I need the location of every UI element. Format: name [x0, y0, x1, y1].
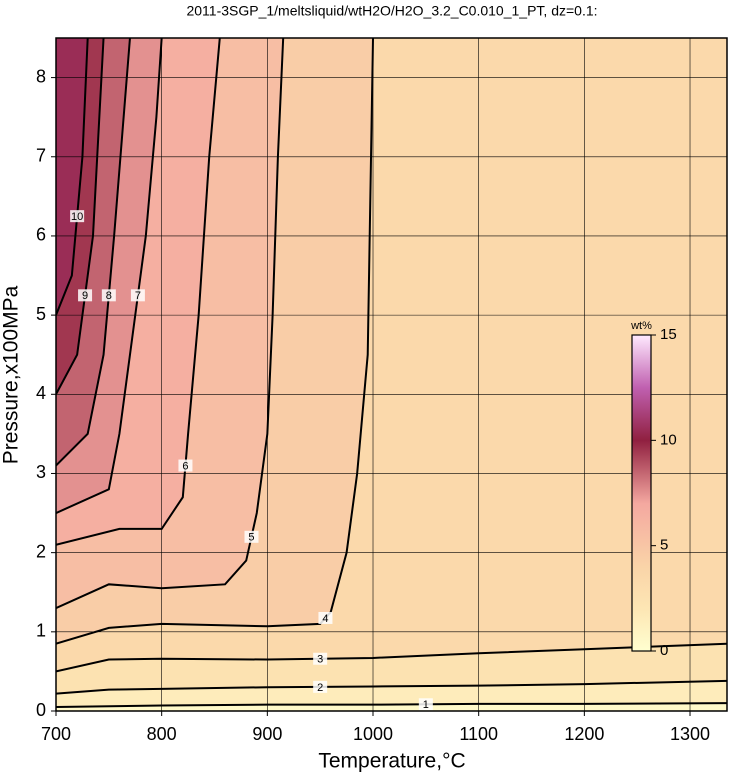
x-tick-label: 1100 [459, 724, 498, 744]
contour-label: 3 [317, 654, 323, 666]
contour-label-box [318, 611, 333, 624]
plot-frame [55, 37, 728, 712]
contour-label: 5 [248, 532, 254, 544]
x-tick-label: 900 [252, 724, 282, 744]
y-tick-label: 5 [36, 304, 46, 324]
y-tick-label: 1 [36, 621, 46, 641]
plot-area: 1 2 3 4 5 6 7 8 9 10 [56, 38, 727, 711]
contour-label-box [313, 652, 328, 665]
colorbar-tick-label: 5 [660, 537, 668, 554]
contour-label-box [313, 680, 328, 693]
colorbar-tick-label: 10 [660, 431, 677, 448]
contour-label: 1 [423, 699, 429, 711]
y-tick-label: 3 [36, 462, 46, 482]
contour-label-box [418, 698, 433, 711]
contour-label-box [178, 459, 193, 472]
colorbar-label: wt% [630, 320, 652, 332]
colorbar [631, 334, 652, 652]
contour-line [56, 38, 131, 467]
contour-label-box [130, 289, 145, 302]
contour-label-box [78, 289, 93, 302]
chart-title: 2011-3SGP_1/meltsliquid/wtH2O/H2O_3.2_C0… [186, 3, 597, 19]
contour-label-box [244, 530, 259, 543]
contour-line [56, 38, 163, 514]
x-tick-label: 1300 [670, 724, 710, 744]
contour-label: 10 [71, 211, 83, 223]
x-tick-label: 800 [147, 724, 177, 744]
contour-label-box [101, 289, 116, 302]
y-tick-label: 6 [36, 225, 46, 245]
y-axis-label: Pressure,x100MPa [0, 285, 23, 464]
contour-label: 9 [82, 290, 88, 302]
colorbar-tick-label: 0 [660, 642, 668, 659]
contour-fill [56, 38, 88, 316]
contour-label: 2 [317, 682, 323, 694]
x-axis-label: Temperature,°C [318, 750, 465, 773]
y-tick-label: 7 [36, 146, 46, 166]
x-tick-label: 700 [41, 724, 71, 744]
y-tick-label: 2 [36, 541, 46, 561]
contour-label: 8 [106, 290, 112, 302]
contour-label: 4 [322, 613, 328, 625]
y-tick-label: 4 [36, 383, 46, 403]
x-tick-label: 1000 [353, 724, 393, 744]
x-tick-label: 1200 [564, 724, 604, 744]
contour-label: 7 [135, 290, 141, 302]
contour-label-box [70, 210, 85, 223]
y-tick-label: 0 [36, 700, 46, 720]
contour-label: 6 [182, 460, 188, 472]
colorbar-tick-label: 15 [660, 326, 677, 343]
y-tick-label: 8 [36, 66, 46, 86]
